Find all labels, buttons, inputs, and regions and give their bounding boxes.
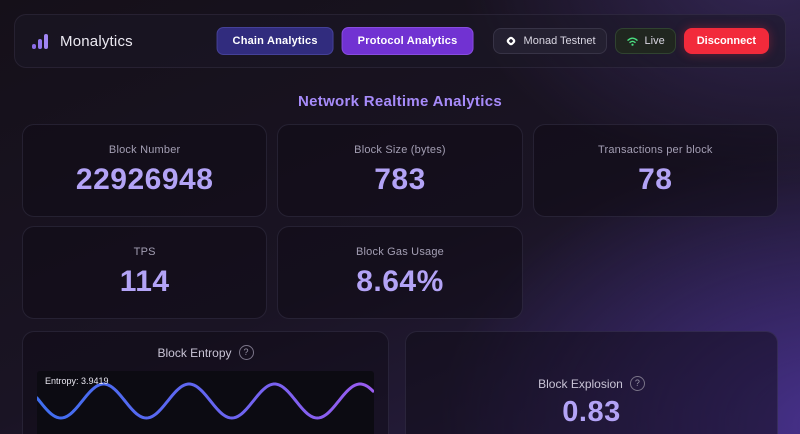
block-explosion-title: Block Explosion bbox=[538, 376, 623, 391]
chain-analytics-button[interactable]: Chain Analytics bbox=[216, 27, 334, 55]
bottom-panels: Block Entropy ? Entropy: 3.9419 Block Ex… bbox=[22, 331, 778, 434]
navbar: Monalytics Chain Analytics Protocol Anal… bbox=[14, 14, 786, 68]
block-entropy-title: Block Entropy bbox=[157, 345, 232, 360]
block-entropy-panel: Block Entropy ? Entropy: 3.9419 bbox=[22, 331, 389, 434]
block-explosion-value: 0.83 bbox=[562, 396, 621, 428]
stat-card-tps: TPS 114 bbox=[22, 226, 268, 319]
disconnect-button[interactable]: Disconnect bbox=[683, 28, 769, 54]
monad-logo-icon bbox=[506, 36, 515, 46]
brand: Monalytics bbox=[31, 32, 133, 50]
stat-label: Block Size (bytes) bbox=[354, 144, 446, 156]
protocol-analytics-button[interactable]: Protocol Analytics bbox=[341, 27, 474, 55]
stat-value: 22926948 bbox=[75, 163, 214, 196]
stat-label: Block Number bbox=[108, 144, 181, 156]
signal-icon bbox=[626, 37, 638, 46]
stat-value: 783 bbox=[374, 163, 426, 196]
stat-card-transactions-per-block: Transactions per block 78 bbox=[532, 124, 778, 217]
stat-card-block-number: Block Number 22926948 bbox=[22, 124, 268, 217]
brand-name: Monalytics bbox=[60, 32, 133, 50]
stat-label: Transactions per block bbox=[597, 144, 713, 156]
stat-value: 78 bbox=[638, 163, 673, 196]
entropy-chart: Entropy: 3.9419 bbox=[37, 371, 374, 434]
stats-grid: Block Number 22926948 Block Size (bytes)… bbox=[22, 124, 778, 319]
block-explosion-panel: Block Explosion ? 0.83 bbox=[405, 331, 778, 434]
navbar-right: Monad Testnet Live Disconnect bbox=[492, 28, 769, 54]
network-badge[interactable]: Monad Testnet bbox=[492, 28, 607, 54]
help-icon[interactable]: ? bbox=[629, 376, 645, 391]
stat-card-block-size: Block Size (bytes) 783 bbox=[277, 124, 523, 217]
entropy-annotation: Entropy: 3.9419 bbox=[45, 376, 109, 386]
nav-tabs: Chain Analytics Protocol Analytics bbox=[216, 27, 474, 55]
bar-chart-logo-icon bbox=[32, 34, 48, 49]
stat-card-block-gas-usage: Block Gas Usage 8.64% bbox=[277, 226, 523, 319]
network-badge-label: Monad Testnet bbox=[523, 35, 596, 47]
help-icon[interactable]: ? bbox=[238, 345, 254, 360]
live-badge: Live bbox=[614, 28, 676, 54]
stat-value: 8.64% bbox=[356, 265, 444, 298]
stat-value: 114 bbox=[119, 265, 170, 298]
live-badge-label: Live bbox=[644, 35, 665, 47]
block-explosion-title-row: Block Explosion ? bbox=[538, 376, 645, 391]
entropy-wave bbox=[37, 382, 374, 420]
stat-label: TPS bbox=[133, 246, 156, 258]
page-title: Network Realtime Analytics bbox=[298, 93, 502, 110]
stat-label: Block Gas Usage bbox=[356, 246, 444, 258]
block-entropy-title-row: Block Entropy ? bbox=[37, 345, 374, 360]
